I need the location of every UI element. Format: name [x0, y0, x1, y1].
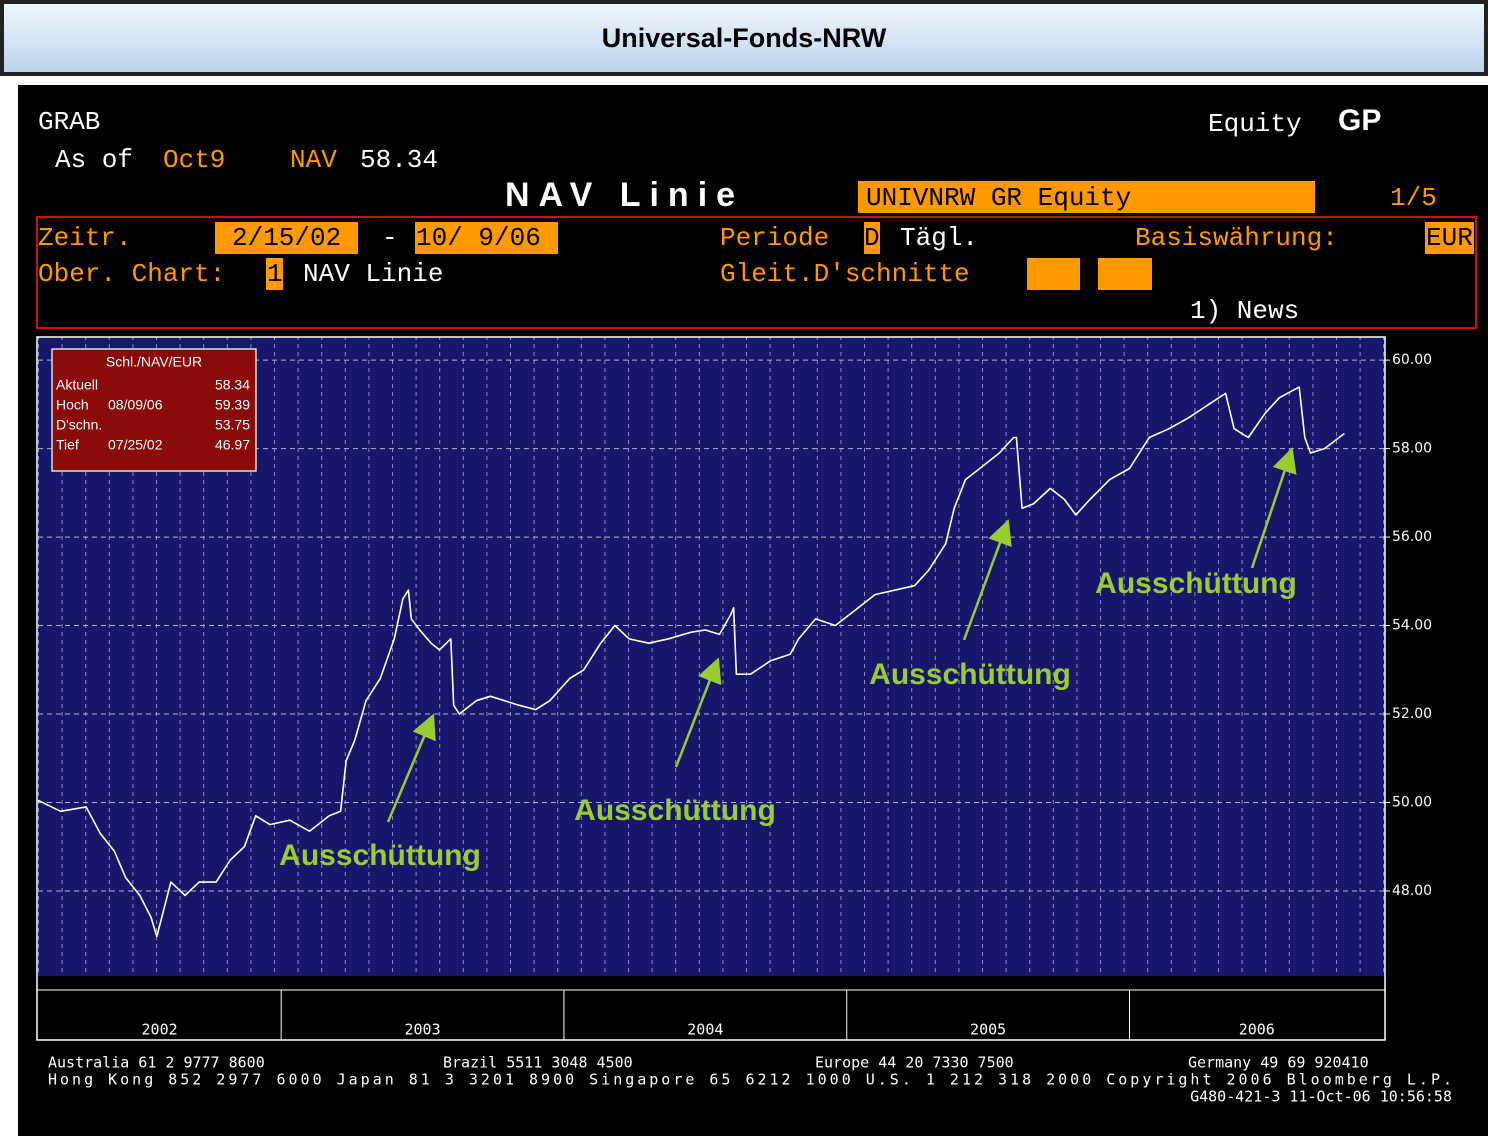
stats-label: D'schn. [56, 417, 102, 433]
page: 1/5 [1390, 183, 1437, 213]
plot-frame [36, 336, 1386, 1041]
y-tick-label: 54.00 [1392, 618, 1432, 634]
range-end-field[interactable] [415, 222, 558, 254]
period-label: Periode [720, 223, 829, 253]
currency-field[interactable] [1425, 222, 1474, 254]
range-dash: - [382, 223, 398, 253]
y-tick-label: 52.00 [1392, 706, 1432, 722]
nav-label: NAV [290, 145, 337, 175]
footer-text: Germany 49 69 920410 [1188, 1054, 1369, 1072]
x-tick-label: 2006 [1239, 1021, 1275, 1039]
annotation: Ausschüttung [869, 658, 1071, 691]
y-tick-label: 58.00 [1392, 441, 1432, 457]
range-start: 2/15/02 [232, 223, 341, 253]
arrow [386, 713, 436, 823]
stats-value: 53.75 [215, 417, 250, 433]
arrow [962, 519, 1012, 641]
range-label: Zeitr. [38, 223, 132, 253]
upper-chart-field[interactable] [266, 258, 283, 290]
stats-value: 46.97 [215, 437, 250, 453]
ticker: GRAB [38, 107, 100, 137]
banner-title: Universal-Fonds-NRW [602, 23, 887, 53]
x-tick-label: 2003 [405, 1021, 441, 1039]
footer-text: Brazil 5511 3048 4500 [443, 1054, 633, 1072]
y-tick-label: 56.00 [1392, 529, 1432, 545]
footer-text: Hong Kong 852 2977 6000 Japan 81 3 3201 … [48, 1071, 1452, 1089]
security: UNIVNRW GR Equity [866, 183, 1131, 213]
nav-value: 58.34 [360, 145, 438, 175]
currency: EUR [1426, 223, 1473, 253]
function-code: GP [1338, 104, 1381, 137]
footer-text: G480-421-3 11-Oct-06 10:56:58 [1190, 1088, 1452, 1106]
stats-box: Schl./NAV/EUR Aktuell 58.34 Hoch 08/09/06 59.… [51, 348, 257, 472]
stats-box-bg [51, 348, 257, 472]
as-of-label: As of [55, 145, 133, 175]
stats-title: Schl./NAV/EUR [106, 354, 202, 370]
stats-value: 59.39 [215, 397, 250, 413]
annotation: Ausschüttung [1095, 567, 1297, 600]
stats-date: 08/09/06 [108, 397, 163, 413]
annotation: Ausschüttung [279, 839, 481, 872]
stats-label: Aktuell [56, 377, 98, 393]
moving-avg-field[interactable] [1098, 258, 1152, 290]
stats-date: 07/25/02 [108, 437, 163, 453]
as-of-date: Oct9 [163, 145, 225, 175]
minor-grid [37, 337, 1385, 976]
moving-avg-label: Gleit.D'schnitte [720, 259, 970, 289]
moving-avg-field[interactable] [1027, 258, 1080, 290]
arrow [674, 657, 722, 768]
y-tick-label: 48.00 [1392, 883, 1432, 899]
y-tick-label: 50.00 [1392, 794, 1432, 810]
settings-box [36, 216, 1477, 329]
annotation: Ausschüttung [574, 794, 776, 827]
upper-chart-label: Ober. Chart: [38, 259, 225, 289]
upper-chart-name: NAV Linie [303, 259, 443, 289]
footer-text: Australia 61 2 9777 8600 [48, 1054, 265, 1072]
y-tick-label: 60.00 [1392, 352, 1432, 368]
period-field[interactable] [864, 222, 880, 254]
banner [0, 0, 1488, 76]
x-tick-label: 2002 [142, 1021, 178, 1039]
range-start-field[interactable] [215, 222, 358, 254]
nav-line [37, 386, 1345, 938]
news[interactable]: 1) News [1190, 296, 1299, 326]
footer-text: Europe 44 20 7330 7500 [815, 1054, 1014, 1072]
x-tick-label: 2005 [970, 1021, 1006, 1039]
period-name: Tägl. [900, 223, 978, 253]
currency-label: Basiswährung: [1135, 223, 1338, 253]
stats-value: 58.34 [215, 377, 250, 393]
function: Equity [1208, 109, 1302, 139]
x-tick-label: 2004 [687, 1021, 723, 1039]
period-code: D [864, 223, 880, 253]
annotations: Ausschüttung Ausschüttung Ausschüttung A… [279, 447, 1297, 872]
stats-label: Tief [56, 437, 79, 453]
arrow [1250, 447, 1297, 569]
chart-title: NAV Linie [505, 176, 744, 214]
range-end: 10/ 9/06 [416, 223, 541, 253]
upper-chart-code: 1 [267, 259, 283, 289]
plot [37, 359, 1384, 938]
stats-label: Hoch [56, 397, 89, 413]
security-field[interactable] [858, 181, 1315, 213]
